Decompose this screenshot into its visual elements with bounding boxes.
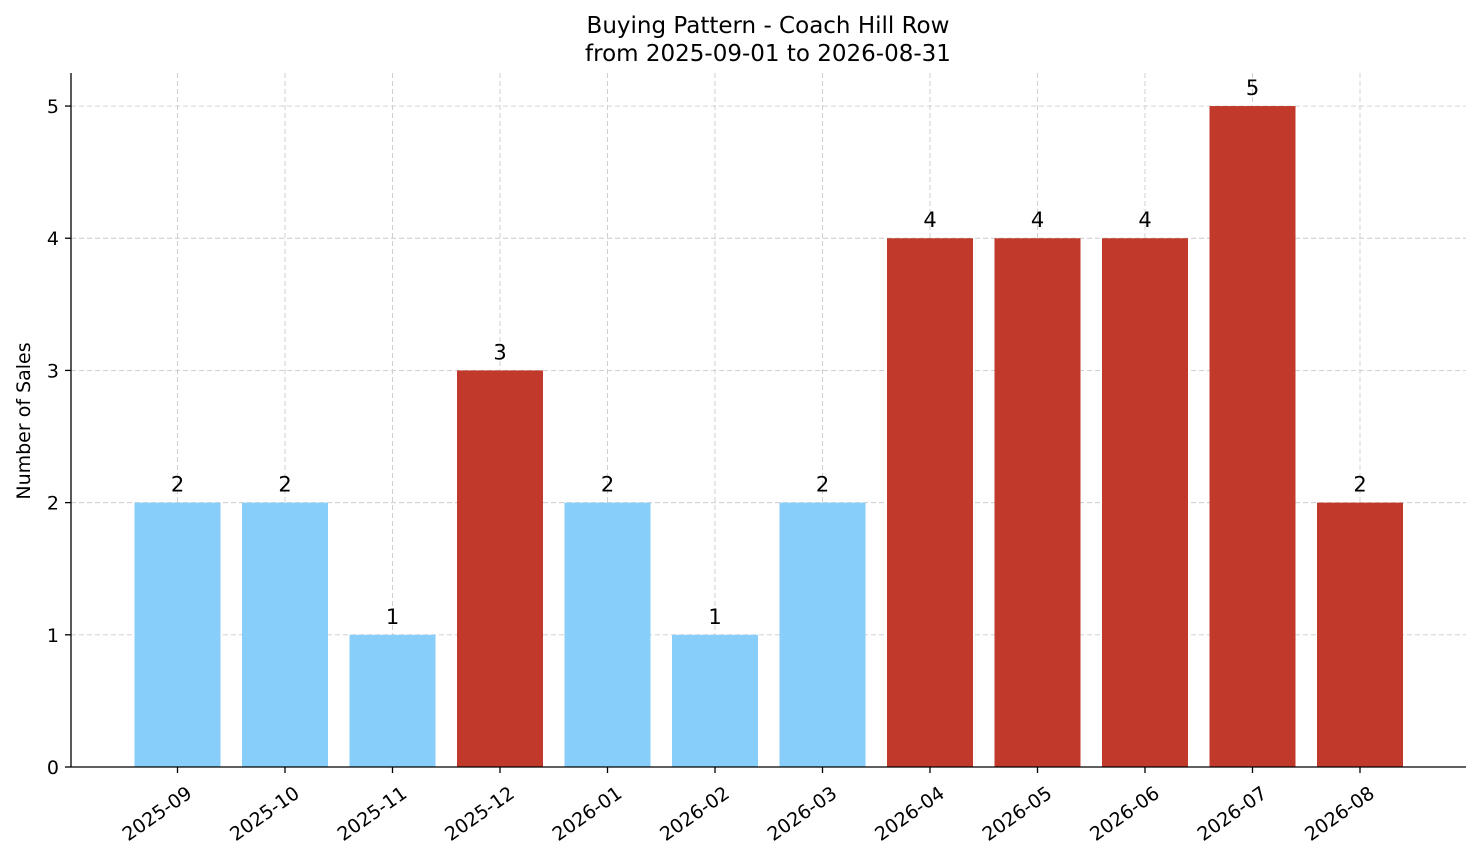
- bar-value-label: 4: [923, 208, 936, 232]
- y-tick-label: 3: [47, 360, 59, 382]
- chart-title: Buying Pattern - Coach Hill Row: [587, 13, 950, 39]
- bar: [887, 238, 973, 767]
- bar-value-label: 2: [1353, 473, 1366, 497]
- x-tick-label: 2026-06: [1086, 782, 1164, 846]
- bar-value-label: 4: [1031, 208, 1044, 232]
- bar-value-label: 2: [601, 473, 614, 497]
- bar-value-label: 2: [171, 473, 184, 497]
- bar: [134, 502, 221, 767]
- x-tick-label: 2025-12: [441, 782, 519, 846]
- bar: [1209, 106, 1296, 768]
- bar: [242, 502, 328, 767]
- bar-value-label: 1: [708, 605, 721, 629]
- x-tick-label: 2026-02: [656, 782, 734, 846]
- x-tick-label: 2026-08: [1301, 782, 1379, 846]
- chart-subtitle: from 2025-09-01 to 2026-08-31: [585, 41, 951, 67]
- x-tick-label: 2026-07: [1194, 782, 1272, 846]
- bar-value-label: 4: [1138, 208, 1151, 232]
- data-labels: 2 2 1 3 2 1 2 4 4 4 5 2: [171, 76, 1367, 629]
- x-tick-label: 2025-10: [226, 782, 304, 846]
- x-tick-label: 2025-11: [334, 782, 412, 846]
- bar: [564, 502, 651, 767]
- y-axis-label: Number of Sales: [13, 342, 35, 499]
- x-tick-label: 2026-01: [549, 782, 627, 846]
- y-tick-label: 5: [47, 96, 59, 118]
- bar-value-label: 1: [386, 605, 399, 629]
- bar-value-label: 5: [1246, 76, 1259, 100]
- bar: [779, 502, 866, 767]
- y-tick-label: 0: [47, 757, 59, 779]
- bar-value-label: 2: [816, 473, 829, 497]
- bars: [134, 106, 1403, 768]
- bar: [349, 634, 436, 767]
- bar-value-label: 3: [493, 340, 506, 364]
- bar: [1317, 502, 1403, 767]
- x-tick-label: 2026-04: [871, 782, 949, 846]
- bar: [672, 634, 758, 767]
- y-tick-label: 1: [47, 625, 59, 647]
- bar: [457, 370, 543, 767]
- bar: [994, 238, 1081, 767]
- y-tick-label: 4: [47, 228, 59, 250]
- bar: [1102, 238, 1188, 767]
- bar-value-label: 2: [278, 473, 291, 497]
- x-tick-label: 2026-05: [979, 782, 1057, 846]
- x-tick-label: 2026-03: [764, 782, 842, 846]
- x-tick-label: 2025-09: [119, 782, 197, 846]
- y-tick-label: 2: [47, 493, 59, 515]
